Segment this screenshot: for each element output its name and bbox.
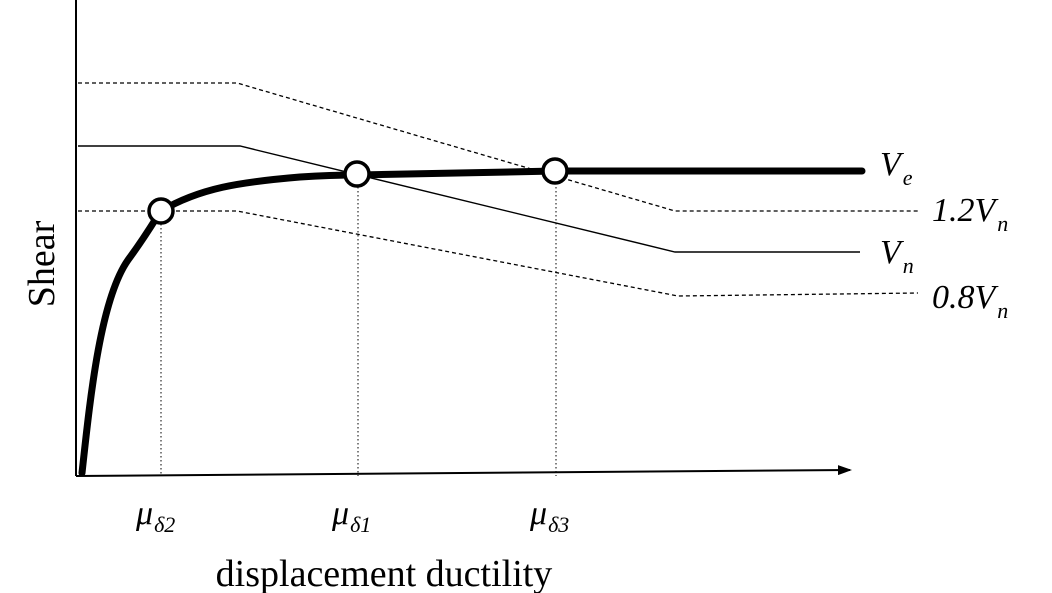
label-1-2vn: 1.2Vn — [932, 192, 1008, 236]
intersection-marker-mu-d3 — [541, 157, 569, 185]
intersection-marker-mu-d2 — [147, 197, 175, 225]
label-vn: Vn — [880, 234, 914, 278]
y-axis-title: Shear — [21, 220, 63, 307]
label-ve: Ve — [880, 146, 913, 190]
intersection-marker-mu-d1 — [343, 160, 371, 188]
label-0-8vn: 0.8Vn — [932, 279, 1008, 323]
tick-label-mu-d1: μδ1 — [331, 495, 371, 537]
x-axis — [75, 465, 852, 477]
capacity-line-vn — [78, 145, 860, 253]
tick-label-mu-d2: μδ2 — [135, 495, 175, 537]
tick-label-mu-d3: μδ3 — [529, 495, 569, 537]
x-axis-title: displacement ductility — [216, 553, 553, 593]
capacity-line-0-8vn — [78, 210, 919, 297]
capacity-line-1-2vn — [78, 82, 918, 212]
shear-demand-curve-ve — [78, 167, 866, 477]
